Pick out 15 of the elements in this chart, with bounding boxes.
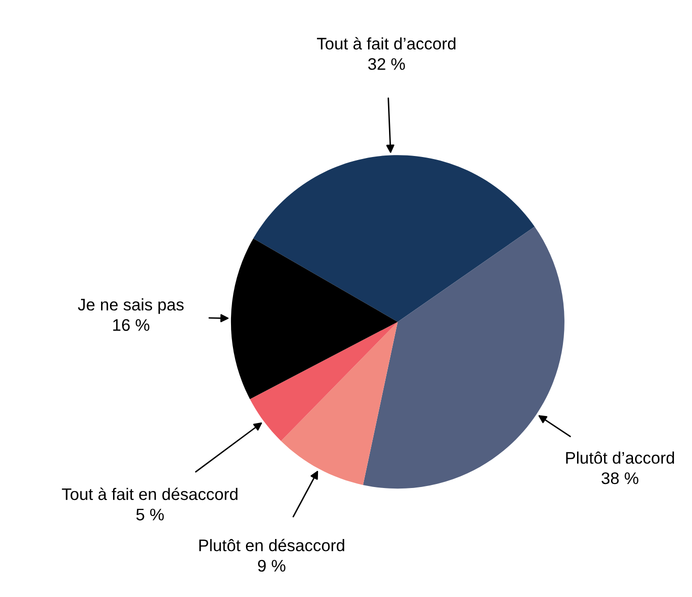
data-label: 16 % (113, 319, 150, 331)
pie-slice (253, 155, 535, 322)
slice-label: Tout à fait d’accord (316, 37, 456, 50)
data-label: 32 % (368, 58, 405, 70)
pie-slice (230, 238, 398, 400)
pie-slice (363, 226, 564, 489)
slice-label: Tout à fait en désaccord (62, 488, 238, 500)
data-label: 5 % (136, 508, 164, 520)
data-label: 38 % (602, 472, 638, 484)
slice-label: Plutôt en désaccord (199, 538, 344, 552)
data-label: 9 % (258, 560, 286, 572)
slice-label: Plutôt d’accord (566, 451, 674, 464)
slice-label: Je ne sais pas (78, 298, 184, 314)
pie-slice (281, 322, 398, 485)
pie-slice (250, 322, 398, 441)
